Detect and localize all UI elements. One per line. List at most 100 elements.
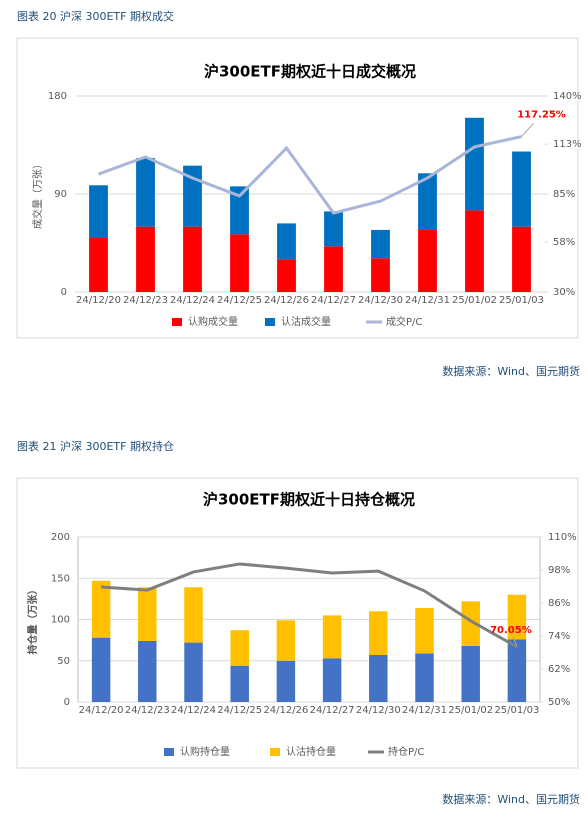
value-label: 70.05% xyxy=(490,625,532,636)
bar xyxy=(277,223,296,260)
legend-label: 持仓P/C xyxy=(388,745,424,758)
y-tick-label: 90 xyxy=(54,189,67,200)
bar xyxy=(322,615,342,659)
y-tick-label: 180 xyxy=(48,91,67,102)
bar xyxy=(138,640,157,702)
bar xyxy=(277,259,296,292)
x-tick-label: 24/12/24 xyxy=(171,705,216,716)
bar xyxy=(507,594,527,640)
y2-tick-label: 110% xyxy=(548,532,577,543)
x-tick-label: 25/01/03 xyxy=(499,295,544,306)
chart-title: 沪300ETF期权近十日成交概况 xyxy=(204,63,416,81)
bar xyxy=(512,226,531,292)
bar xyxy=(415,653,434,702)
y-tick-label: 50 xyxy=(57,656,70,667)
bar xyxy=(322,658,342,702)
y2-tick-label: 30% xyxy=(553,287,575,298)
bar xyxy=(461,645,480,702)
bar xyxy=(507,639,527,702)
bar xyxy=(371,258,390,292)
y-tick-label: 150 xyxy=(51,573,70,584)
bar xyxy=(324,246,343,292)
source-note: 数据来源：Wind、国元期货 xyxy=(442,364,580,378)
bar xyxy=(230,630,249,666)
figure-caption: 图表 21 沪深 300ETF 期权持仓 xyxy=(17,439,174,453)
bar xyxy=(230,665,249,702)
bar xyxy=(369,611,388,655)
x-tick-label: 24/12/20 xyxy=(79,705,124,716)
x-tick-label: 25/01/03 xyxy=(494,705,539,716)
x-tick-label: 25/01/02 xyxy=(448,705,493,716)
bar xyxy=(418,173,437,230)
legend-swatch xyxy=(172,318,182,326)
bar xyxy=(184,642,203,702)
y2-tick-label: 58% xyxy=(553,237,575,248)
y2-tick-label: 86% xyxy=(548,598,570,609)
x-tick-label: 25/01/02 xyxy=(452,295,497,306)
x-tick-label: 24/12/30 xyxy=(358,295,403,306)
x-tick-label: 24/12/27 xyxy=(310,705,355,716)
bar xyxy=(91,637,111,702)
bar xyxy=(91,580,111,638)
x-tick-label: 24/12/24 xyxy=(170,295,215,306)
legend-swatch xyxy=(164,748,174,756)
x-tick-label: 24/12/25 xyxy=(217,295,262,306)
legend-label: 认沽持仓量 xyxy=(286,745,336,758)
x-tick-label: 24/12/20 xyxy=(76,295,121,306)
bar xyxy=(136,226,155,292)
x-tick-label: 24/12/31 xyxy=(405,295,450,306)
bar xyxy=(184,587,203,643)
bar xyxy=(183,226,202,292)
bar xyxy=(371,229,390,259)
bar xyxy=(418,229,437,292)
y2-tick-label: 98% xyxy=(548,565,570,576)
chart-title: 沪300ETF期权近十日持仓概况 xyxy=(203,491,415,509)
y2-tick-label: 50% xyxy=(548,697,570,708)
x-tick-label: 24/12/23 xyxy=(125,705,170,716)
x-tick-label: 24/12/27 xyxy=(311,295,356,306)
y2-tick-label: 113% xyxy=(553,139,582,150)
bar xyxy=(138,587,157,641)
label-leader xyxy=(512,636,518,648)
bar xyxy=(415,607,434,654)
y-tick-label: 0 xyxy=(61,287,67,298)
legend-label: 认购成交量 xyxy=(188,315,238,328)
x-tick-label: 24/12/30 xyxy=(356,705,401,716)
bar xyxy=(461,601,480,646)
y-tick-label: 0 xyxy=(64,697,70,708)
bar xyxy=(324,211,343,247)
figure-caption: 图表 20 沪深 300ETF 期权成交 xyxy=(17,9,174,23)
line xyxy=(101,562,518,649)
label-leader xyxy=(521,123,534,137)
y-axis-label: 成交量（万张） xyxy=(31,159,44,229)
bar xyxy=(136,158,155,227)
chart-frame xyxy=(16,37,579,339)
bar xyxy=(89,185,108,238)
bar xyxy=(230,234,249,292)
bar xyxy=(276,660,296,702)
y-tick-label: 100 xyxy=(51,615,70,626)
legend-label: 认购持仓量 xyxy=(180,745,230,758)
bar xyxy=(276,620,296,661)
legend-label: 认沽成交量 xyxy=(281,315,331,328)
x-tick-label: 24/12/26 xyxy=(263,705,308,716)
y2-tick-label: 74% xyxy=(548,631,570,642)
y2-tick-label: 62% xyxy=(548,664,570,675)
bar xyxy=(89,237,108,292)
y2-tick-label: 85% xyxy=(553,189,575,200)
source-note: 数据来源：Wind、国元期货 xyxy=(442,792,580,806)
y2-tick-label: 140% xyxy=(553,91,582,102)
line xyxy=(97,135,522,215)
x-tick-label: 24/12/26 xyxy=(264,295,309,306)
legend-label: 成交P/C xyxy=(386,315,422,328)
y-tick-label: 200 xyxy=(51,532,70,543)
bar xyxy=(465,210,484,292)
legend-swatch xyxy=(270,748,280,756)
bar xyxy=(230,186,249,235)
bar xyxy=(465,117,484,211)
legend-swatch xyxy=(265,318,275,326)
bar xyxy=(512,151,531,227)
chart-frame xyxy=(16,477,579,769)
